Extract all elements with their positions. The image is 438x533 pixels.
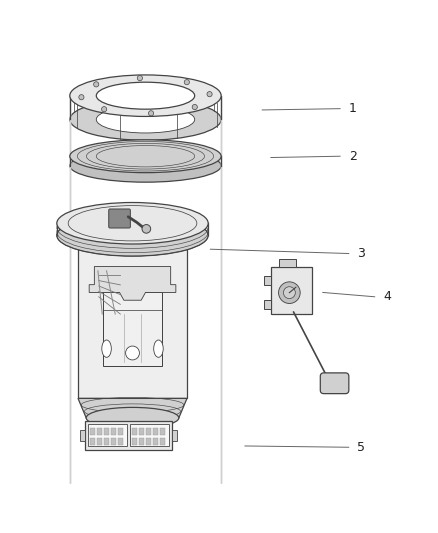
Bar [271,266,312,314]
Bar [139,438,144,445]
Bar [132,428,137,435]
Ellipse shape [96,106,194,133]
Bar [90,428,95,435]
Bar [111,438,116,445]
Text: 5: 5 [357,441,365,454]
Bar [132,438,137,445]
Ellipse shape [96,82,194,109]
Bar [111,428,116,435]
Bar [153,438,158,445]
Ellipse shape [70,140,221,173]
FancyBboxPatch shape [320,373,349,394]
Circle shape [79,95,84,100]
Circle shape [279,282,300,303]
Circle shape [184,79,189,85]
Bar [153,428,158,435]
Bar [90,438,95,445]
Bar [80,430,85,441]
Polygon shape [78,229,187,398]
Bar [97,428,102,435]
Bar [146,428,151,435]
Polygon shape [78,398,187,418]
Text: 3: 3 [357,247,365,260]
Bar [130,424,169,446]
Bar [104,438,109,445]
Circle shape [283,287,295,298]
Circle shape [137,76,142,80]
Ellipse shape [75,217,190,242]
Circle shape [94,82,99,87]
Bar [97,438,102,445]
Ellipse shape [70,149,221,182]
Text: 4: 4 [383,290,391,303]
Bar [160,438,165,445]
Circle shape [102,107,107,112]
Text: 1: 1 [349,102,357,115]
Bar [172,430,177,441]
Ellipse shape [75,209,190,234]
Bar [85,421,172,450]
Circle shape [207,92,212,97]
Bar [88,424,127,446]
Bar [265,277,271,285]
Ellipse shape [154,340,163,357]
Bar [104,428,109,435]
Bar [160,428,165,435]
Bar [265,300,271,309]
Circle shape [126,346,139,360]
Bar [139,428,144,435]
Circle shape [148,111,154,116]
Polygon shape [89,266,176,300]
Bar [118,428,124,435]
Ellipse shape [70,99,221,140]
Bar [146,438,151,445]
Ellipse shape [86,407,179,429]
Ellipse shape [102,340,111,357]
Ellipse shape [70,75,221,116]
Bar [102,293,162,366]
Ellipse shape [57,203,208,244]
Bar [118,438,124,445]
FancyBboxPatch shape [109,209,131,228]
Bar [279,259,296,266]
Circle shape [142,224,151,233]
Ellipse shape [57,215,208,256]
Circle shape [192,104,198,110]
Text: 2: 2 [349,150,357,163]
